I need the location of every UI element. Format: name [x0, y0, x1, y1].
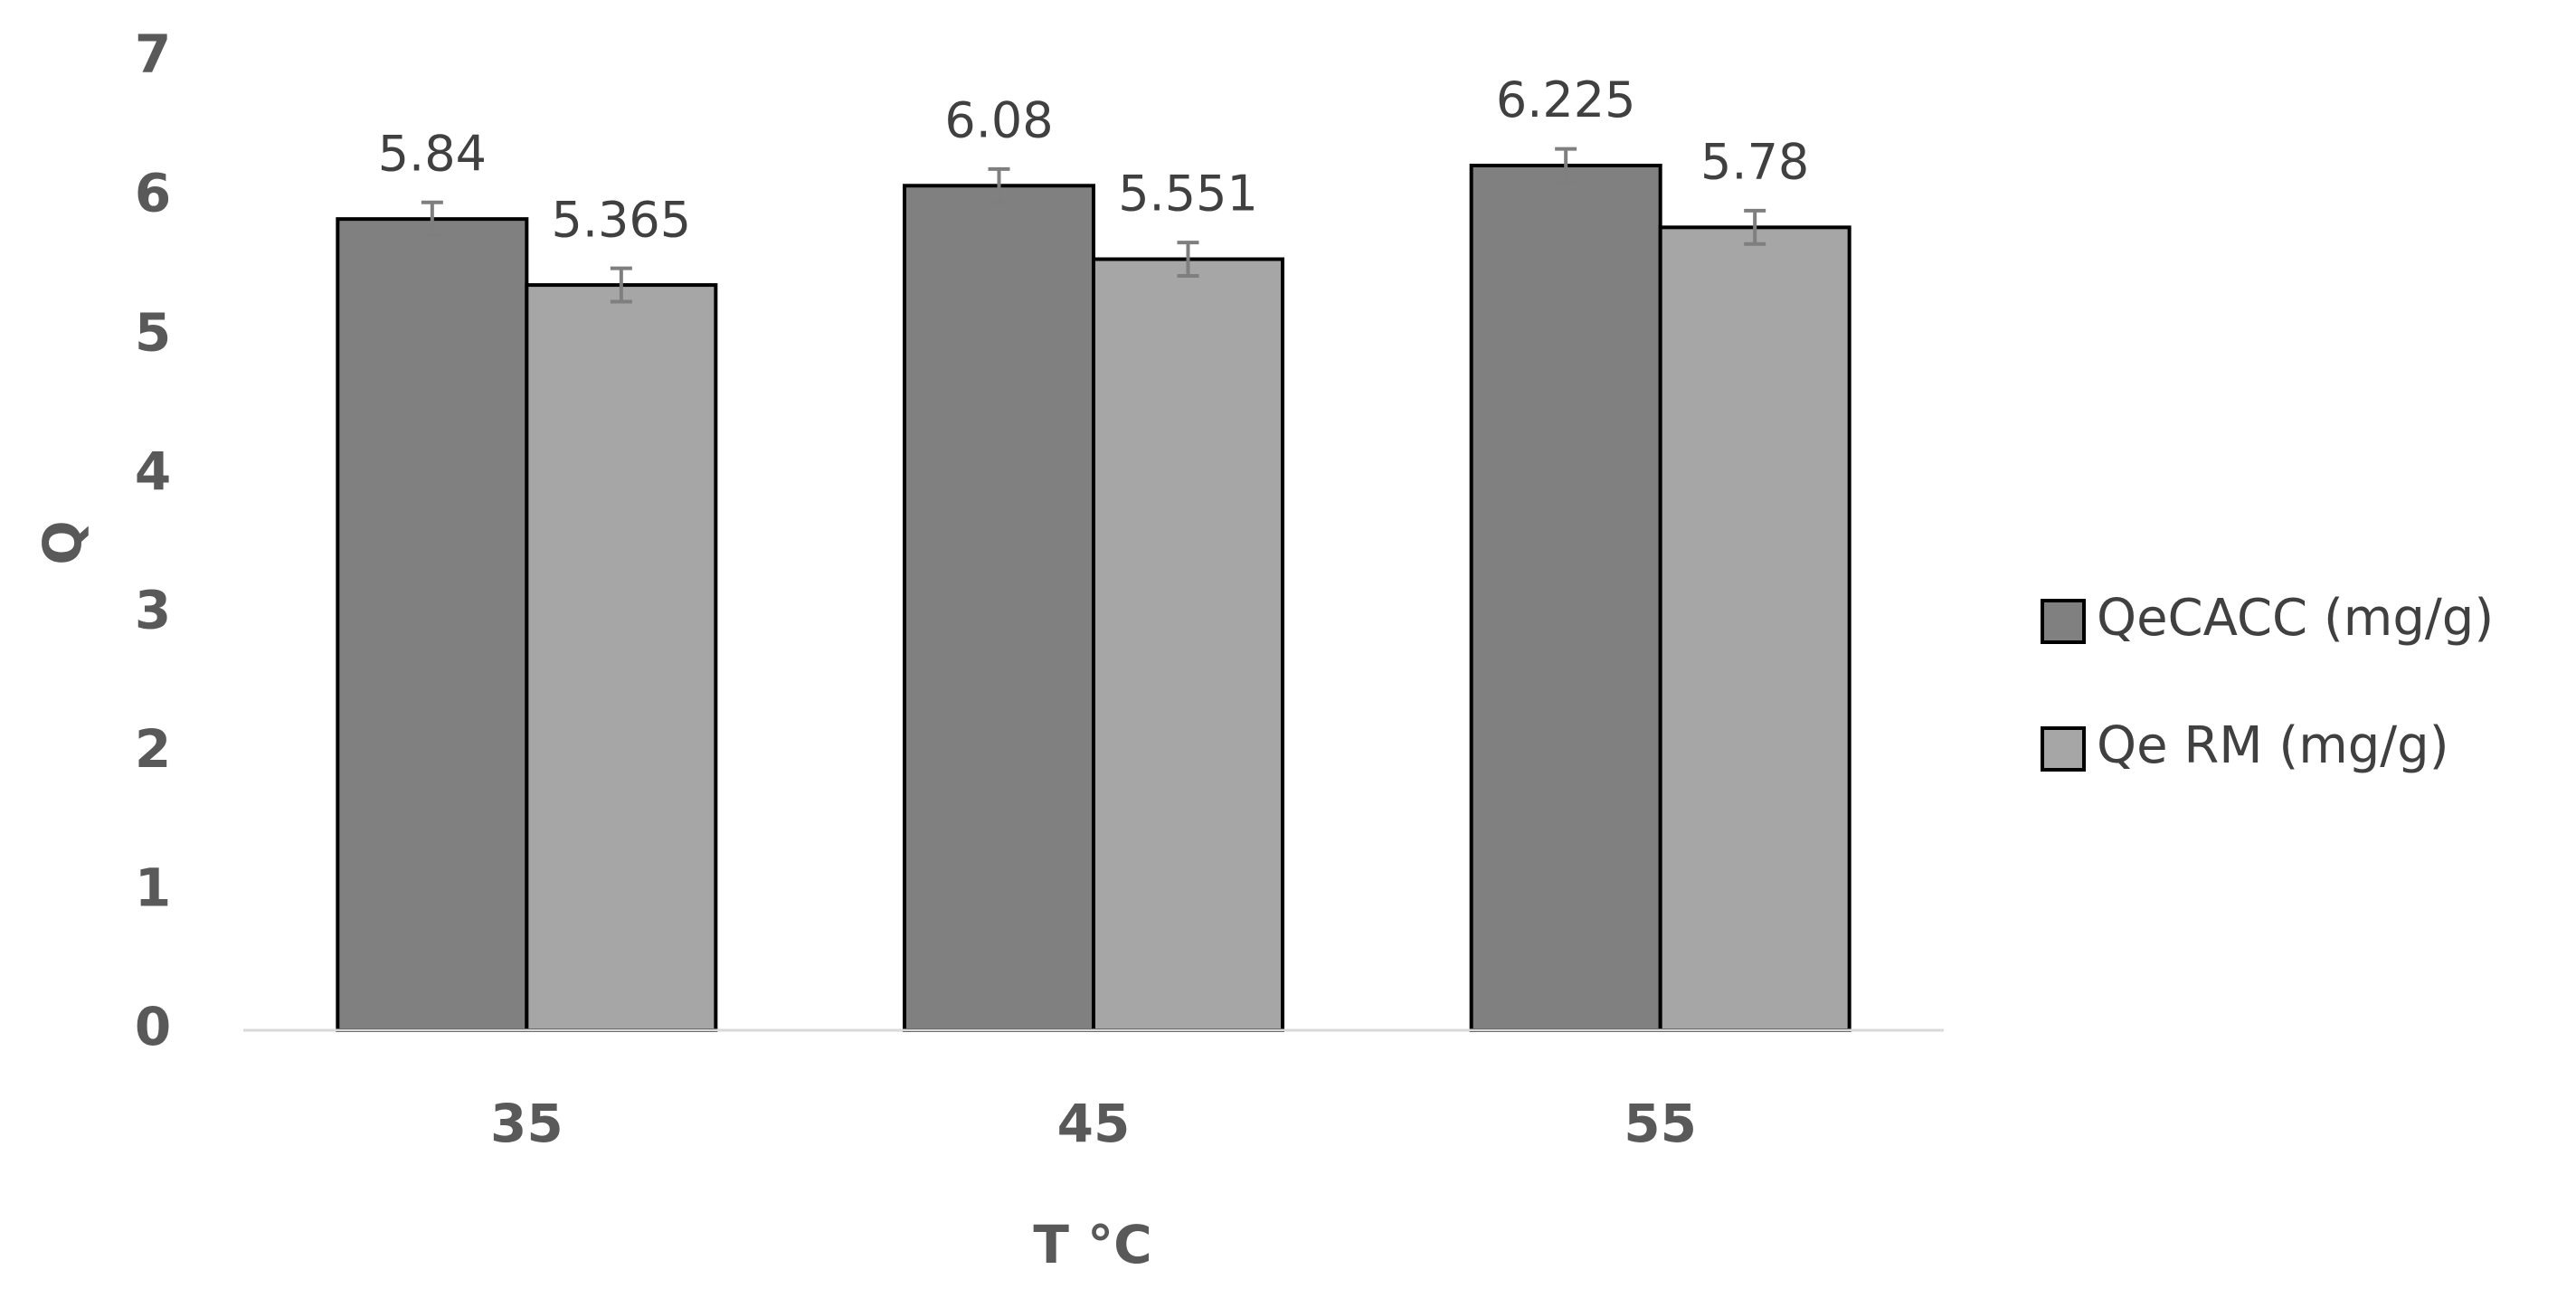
data-label: 5.551	[1118, 166, 1258, 223]
legend-swatch	[2041, 726, 2086, 772]
legend-swatch	[2041, 599, 2086, 644]
x-axis-title: T °C	[1033, 1214, 1151, 1275]
bar	[1658, 225, 1852, 1033]
x-tick-label: 45	[1057, 1093, 1131, 1154]
y-tick-label: 4	[135, 441, 171, 502]
y-tick-label: 5	[135, 301, 171, 363]
error-bar	[1555, 147, 1577, 185]
data-label: 5.84	[378, 125, 487, 182]
bar	[525, 283, 718, 1032]
data-label: 5.78	[1700, 134, 1809, 191]
y-tick-label: 7	[135, 24, 171, 85]
error-bar	[988, 166, 1010, 204]
y-tick-label: 1	[135, 857, 171, 919]
bar	[1092, 257, 1284, 1032]
y-tick-label: 3	[135, 579, 171, 640]
bar	[903, 184, 1095, 1033]
legend-label: QeCACC (mg/g)	[2097, 589, 2494, 648]
error-bar	[1177, 241, 1199, 278]
y-tick-label: 0	[135, 996, 171, 1057]
data-label: 6.08	[944, 91, 1053, 148]
error-bar	[610, 266, 632, 304]
data-label: 6.225	[1496, 71, 1636, 128]
error-bar	[1744, 208, 1766, 246]
legend-label: Qe RM (mg/g)	[2097, 716, 2449, 775]
y-tick-label: 6	[135, 163, 171, 224]
y-tick-label: 2	[135, 718, 171, 780]
y-axis-title: Q	[32, 520, 93, 564]
bar	[336, 217, 529, 1032]
x-tick-label: 55	[1624, 1093, 1697, 1154]
x-tick-label: 35	[490, 1093, 564, 1154]
bar	[1469, 164, 1662, 1032]
data-label: 5.365	[552, 191, 692, 248]
error-bar	[421, 200, 443, 238]
